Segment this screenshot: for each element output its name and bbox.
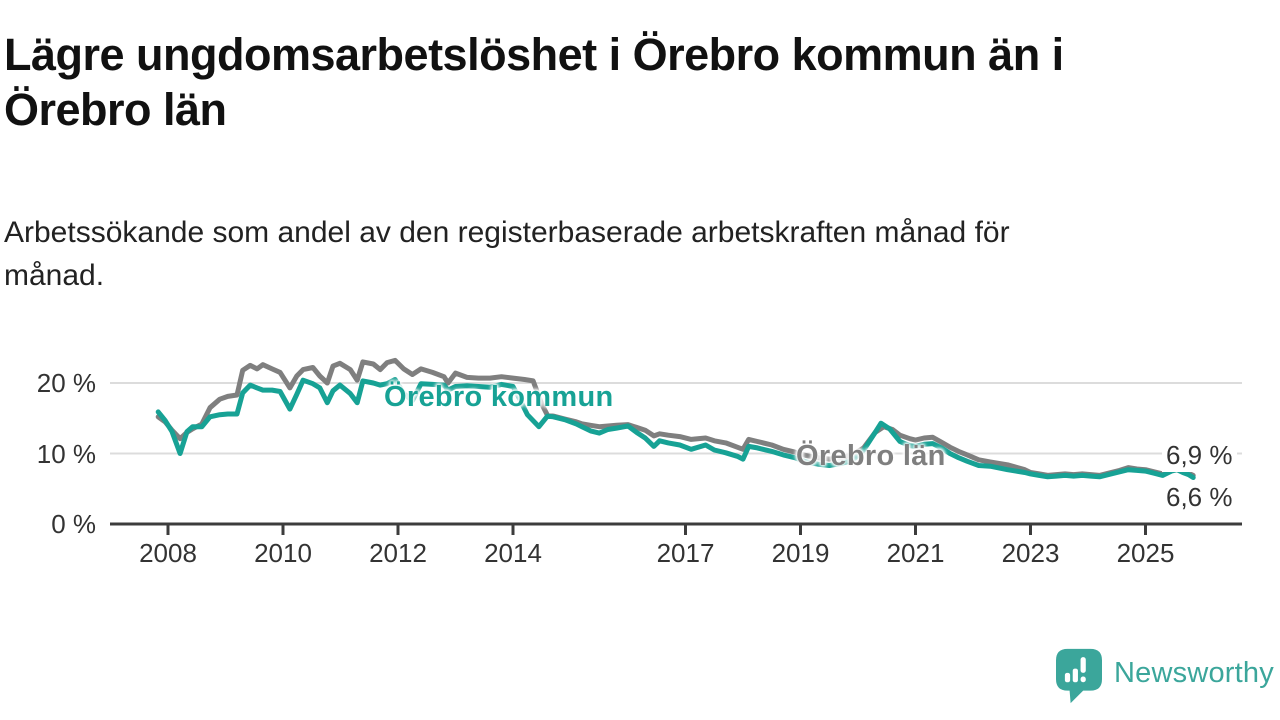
x-tick-label: 2021 [886, 538, 945, 568]
brand-name: Newsworthy [1114, 657, 1274, 689]
y-tick-label: 10 % [36, 438, 96, 469]
x-tick-label: 2023 [1001, 538, 1060, 568]
x-tick-label: 2010 [254, 538, 312, 568]
newsworthy-logo: Newsworthy [1056, 648, 1274, 704]
x-tick-label: 2019 [771, 538, 830, 568]
y-tick-label: 0 % [51, 509, 96, 539]
x-tick-label: 2008 [139, 538, 197, 568]
series-line-kommun [155, 377, 1196, 480]
gridlines [110, 382, 1242, 455]
chart-title: Lägre ungdomsarbetslöshet i Örebro kommu… [4, 29, 1064, 135]
bar-chart-bubble-icon [1056, 648, 1102, 704]
end-value-kommun: 6,6 % [1162, 481, 1237, 514]
x-axis [110, 522, 1242, 535]
x-tick-label: 2014 [484, 538, 542, 568]
series-label-kommun: Örebro kommun [384, 381, 614, 413]
series-line-lan [155, 357, 1196, 478]
x-tick-label: 2025 [1116, 538, 1175, 568]
series-lines [155, 357, 1196, 480]
x-tick-label: 2012 [369, 538, 427, 568]
chart-subtitle: Arbetssökande som andel av den registerb… [4, 216, 1010, 292]
series-label-lan: Örebro län [796, 440, 946, 472]
end-value-lan: 6,9 % [1162, 439, 1237, 472]
y-tick-label: 20 % [36, 368, 96, 398]
x-tick-label: 2017 [656, 538, 715, 568]
